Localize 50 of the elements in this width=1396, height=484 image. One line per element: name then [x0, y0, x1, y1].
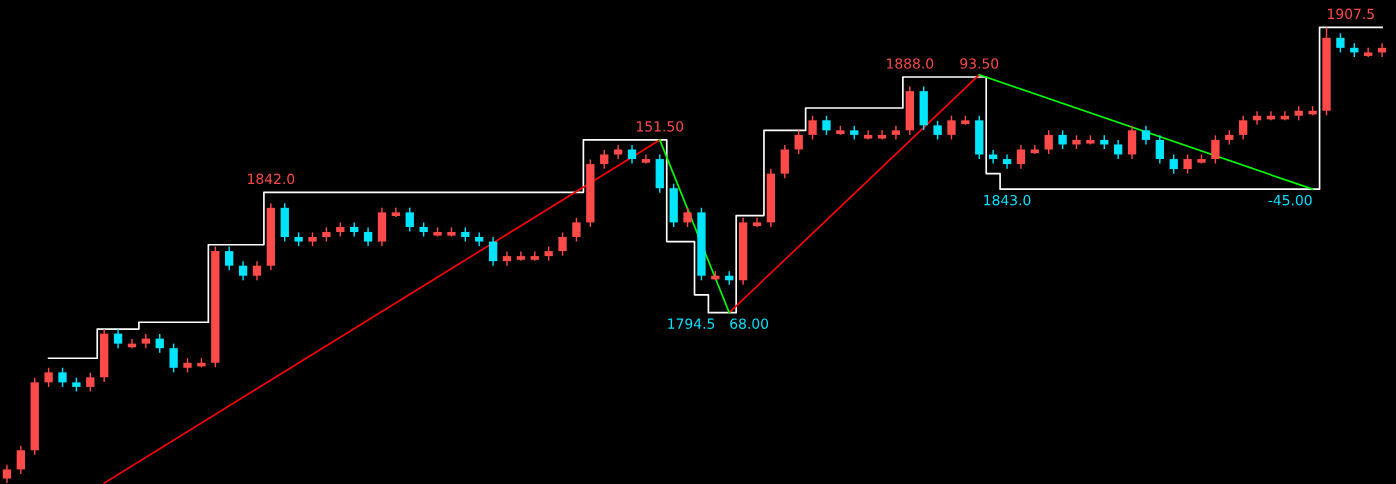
candlestick: [1058, 129, 1067, 150]
candlestick: [44, 367, 53, 388]
text: 1843.0: [984, 194, 1031, 206]
candlestick: [683, 207, 692, 228]
candlestick: [558, 231, 567, 257]
candlestick: [252, 260, 262, 281]
candlestick: [988, 149, 998, 165]
candlestick: [155, 333, 164, 354]
candlestick: [1155, 134, 1164, 165]
candlestick: [2, 464, 12, 484]
candlestick: [141, 333, 151, 349]
text: 1888.0: [887, 58, 934, 69]
candlestick: [1002, 153, 1012, 170]
text: 1794.5: [668, 318, 715, 329]
candlestick: [502, 250, 512, 267]
text: 1907.5: [1328, 8, 1374, 20]
candlestick: [1183, 153, 1192, 175]
candlestick: [58, 367, 67, 388]
candlestick: [947, 115, 956, 141]
text: 151.50: [637, 121, 684, 132]
candlestick: [627, 144, 637, 165]
candlestick: [1141, 125, 1151, 146]
candlestick: [822, 115, 831, 136]
candlestick: [86, 372, 95, 393]
candlestick: [641, 153, 651, 165]
candlestick: [169, 342, 178, 374]
candlestick: [1211, 134, 1220, 165]
candlestick: [16, 445, 25, 475]
candlestick: [933, 120, 942, 141]
candlestick: [1113, 139, 1123, 160]
candlestick: [238, 260, 248, 281]
candlestick: [363, 226, 373, 247]
candlestick: [1169, 153, 1178, 175]
candlestick: [405, 207, 414, 233]
candlestick: [613, 144, 623, 160]
candlestick: [808, 115, 817, 141]
candlestick: [1044, 129, 1053, 155]
text: 1842.0: [248, 173, 295, 185]
candlestick: [225, 245, 234, 271]
candlestick: [600, 149, 609, 170]
candlestick: [488, 236, 498, 267]
candlestick: [794, 129, 803, 155]
candlestick: [113, 328, 123, 349]
candlestick: [1239, 115, 1248, 141]
text: -45.00: [1268, 194, 1312, 206]
text: 93.50: [960, 58, 999, 69]
candlestick: [1336, 32, 1345, 54]
candlestick: [572, 217, 581, 243]
candlestick: [1016, 144, 1026, 170]
text: 68.00: [730, 318, 769, 329]
